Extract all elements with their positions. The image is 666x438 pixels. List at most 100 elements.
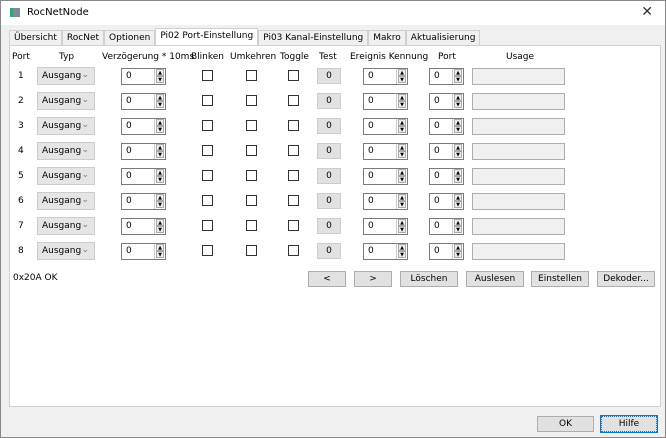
blink-checkbox[interactable] — [202, 220, 213, 231]
toggle-checkbox[interactable] — [288, 245, 299, 256]
blink-checkbox[interactable] — [202, 245, 213, 256]
toggle-checkbox[interactable] — [288, 120, 299, 131]
delay-spinner-value[interactable]: 0 — [126, 221, 132, 231]
port-spinner-value[interactable]: 0 — [434, 71, 440, 81]
spin-down-icon[interactable]: ▼ — [454, 151, 462, 158]
test-button[interactable]: 0 — [317, 118, 341, 134]
event-id-spinner[interactable]: 0 ▲ ▼ — [363, 168, 408, 185]
chevron-down-icon[interactable]: ⌄ — [81, 195, 89, 205]
spin-buttons[interactable]: ▲ ▼ — [396, 94, 407, 109]
test-button[interactable]: 0 — [317, 168, 341, 184]
spin-buttons[interactable]: ▲ ▼ — [396, 144, 407, 159]
spin-buttons[interactable]: ▲ ▼ — [154, 244, 165, 259]
spin-up-icon[interactable]: ▲ — [156, 219, 164, 226]
delay-spinner[interactable]: 0 ▲ ▼ — [121, 68, 166, 85]
event-id-spinner[interactable]: 0 ▲ ▼ — [363, 218, 408, 235]
tab-makro[interactable]: Makro — [368, 30, 406, 45]
spin-up-icon[interactable]: ▲ — [454, 244, 462, 251]
invert-checkbox[interactable] — [246, 70, 257, 81]
invert-checkbox[interactable] — [246, 95, 257, 106]
type-value[interactable]: Ausgang — [42, 196, 82, 206]
spin-up-icon[interactable]: ▲ — [398, 69, 406, 76]
spin-buttons[interactable]: ▲ ▼ — [396, 169, 407, 184]
type-select[interactable]: Ausgang ⌄ — [37, 117, 95, 135]
spin-up-icon[interactable]: ▲ — [398, 144, 406, 151]
spin-up-icon[interactable]: ▲ — [398, 194, 406, 201]
spin-down-icon[interactable]: ▼ — [398, 101, 406, 108]
event-id-spinner[interactable]: 0 ▲ ▼ — [363, 143, 408, 160]
blink-checkbox[interactable] — [202, 170, 213, 181]
event-id-spinner-value[interactable]: 0 — [368, 246, 374, 256]
clear-button[interactable]: Löschen — [400, 271, 458, 287]
spin-buttons[interactable]: ▲ ▼ — [452, 194, 463, 209]
delay-spinner-value[interactable]: 0 — [126, 121, 132, 131]
port-spinner[interactable]: 0 ▲ ▼ — [429, 68, 464, 85]
spin-down-icon[interactable]: ▼ — [156, 126, 164, 133]
spin-down-icon[interactable]: ▼ — [454, 201, 462, 208]
type-value[interactable]: Ausgang — [42, 246, 82, 256]
toggle-checkbox[interactable] — [288, 220, 299, 231]
spin-down-icon[interactable]: ▼ — [398, 126, 406, 133]
read-button[interactable]: Auslesen — [466, 271, 524, 287]
ok-button[interactable]: OK — [537, 416, 594, 432]
chevron-down-icon[interactable]: ⌄ — [81, 170, 89, 180]
spin-down-icon[interactable]: ▼ — [156, 201, 164, 208]
spin-buttons[interactable]: ▲ ▼ — [396, 69, 407, 84]
delay-spinner-value[interactable]: 0 — [126, 196, 132, 206]
spin-down-icon[interactable]: ▼ — [398, 76, 406, 83]
delay-spinner-value[interactable]: 0 — [126, 246, 132, 256]
port-spinner-value[interactable]: 0 — [434, 246, 440, 256]
event-id-spinner-value[interactable]: 0 — [368, 121, 374, 131]
chevron-down-icon[interactable]: ⌄ — [81, 120, 89, 130]
spin-buttons[interactable]: ▲ ▼ — [396, 119, 407, 134]
chevron-down-icon[interactable]: ⌄ — [81, 245, 89, 255]
delay-spinner[interactable]: 0 ▲ ▼ — [121, 193, 166, 210]
spin-down-icon[interactable]: ▼ — [454, 176, 462, 183]
invert-checkbox[interactable] — [246, 245, 257, 256]
port-spinner[interactable]: 0 ▲ ▼ — [429, 243, 464, 260]
spin-buttons[interactable]: ▲ ▼ — [452, 169, 463, 184]
port-spinner-value[interactable]: 0 — [434, 221, 440, 231]
spin-up-icon[interactable]: ▲ — [454, 144, 462, 151]
port-spinner-value[interactable]: 0 — [434, 171, 440, 181]
spin-down-icon[interactable]: ▼ — [156, 251, 164, 258]
spin-buttons[interactable]: ▲ ▼ — [396, 219, 407, 234]
delay-spinner[interactable]: 0 ▲ ▼ — [121, 243, 166, 260]
invert-checkbox[interactable] — [246, 195, 257, 206]
spin-buttons[interactable]: ▲ ▼ — [154, 169, 165, 184]
spin-up-icon[interactable]: ▲ — [156, 169, 164, 176]
spin-buttons[interactable]: ▲ ▼ — [154, 119, 165, 134]
event-id-spinner-value[interactable]: 0 — [368, 221, 374, 231]
type-value[interactable]: Ausgang — [42, 121, 82, 131]
type-value[interactable]: Ausgang — [42, 171, 82, 181]
type-value[interactable]: Ausgang — [42, 71, 82, 81]
prev-button[interactable]: < — [308, 271, 346, 287]
type-select[interactable]: Ausgang ⌄ — [37, 242, 95, 260]
tab--bersicht[interactable]: Übersicht — [9, 30, 62, 45]
blink-checkbox[interactable] — [202, 120, 213, 131]
port-spinner-value[interactable]: 0 — [434, 96, 440, 106]
type-value[interactable]: Ausgang — [42, 221, 82, 231]
spin-buttons[interactable]: ▲ ▼ — [396, 194, 407, 209]
port-spinner-value[interactable]: 0 — [434, 121, 440, 131]
spin-buttons[interactable]: ▲ ▼ — [154, 69, 165, 84]
test-button[interactable]: 0 — [317, 243, 341, 259]
spin-up-icon[interactable]: ▲ — [156, 244, 164, 251]
invert-checkbox[interactable] — [246, 145, 257, 156]
spin-up-icon[interactable]: ▲ — [398, 244, 406, 251]
test-button[interactable]: 0 — [317, 218, 341, 234]
event-id-spinner-value[interactable]: 0 — [368, 171, 374, 181]
chevron-down-icon[interactable]: ⌄ — [81, 70, 89, 80]
event-id-spinner-value[interactable]: 0 — [368, 146, 374, 156]
event-id-spinner-value[interactable]: 0 — [368, 96, 374, 106]
spin-up-icon[interactable]: ▲ — [156, 144, 164, 151]
blink-checkbox[interactable] — [202, 145, 213, 156]
event-id-spinner[interactable]: 0 ▲ ▼ — [363, 68, 408, 85]
spin-down-icon[interactable]: ▼ — [156, 176, 164, 183]
spin-up-icon[interactable]: ▲ — [454, 69, 462, 76]
next-button[interactable]: > — [354, 271, 392, 287]
port-spinner[interactable]: 0 ▲ ▼ — [429, 143, 464, 160]
invert-checkbox[interactable] — [246, 120, 257, 131]
spin-buttons[interactable]: ▲ ▼ — [452, 69, 463, 84]
type-select[interactable]: Ausgang ⌄ — [37, 217, 95, 235]
